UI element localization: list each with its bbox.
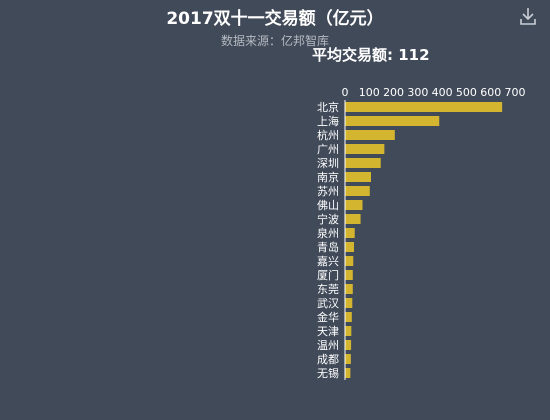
- chart-subtitle: 数据来源：亿邦智库: [220, 34, 329, 48]
- category-label: 金华: [317, 310, 339, 324]
- download-icon[interactable]: [518, 6, 538, 26]
- category-label: 无锡: [317, 366, 339, 380]
- chart-title: 2017双十一交易额（亿元）: [166, 9, 384, 29]
- category-label: 深圳: [317, 157, 339, 170]
- x-tick-label: 0: [342, 86, 349, 99]
- x-tick-label: 200: [383, 86, 404, 99]
- bar[interactable]: [345, 102, 503, 112]
- bar[interactable]: [345, 172, 372, 182]
- category-label: 武汉: [317, 297, 339, 310]
- category-label: 成都: [317, 353, 339, 366]
- bar[interactable]: [345, 228, 355, 238]
- bar[interactable]: [345, 354, 351, 364]
- x-tick-label: 600: [480, 86, 501, 99]
- category-label: 北京: [317, 100, 339, 114]
- bar[interactable]: [345, 270, 353, 280]
- category-label: 天津: [317, 325, 339, 338]
- x-tick-label: 500: [456, 86, 477, 99]
- category-label: 温州: [317, 339, 339, 352]
- x-tick-label: 300: [407, 86, 428, 99]
- category-label: 南京: [317, 170, 339, 184]
- bar[interactable]: [345, 326, 352, 336]
- category-label: 厦门: [317, 268, 339, 282]
- bar[interactable]: [345, 368, 351, 378]
- bar[interactable]: [345, 158, 381, 168]
- bar[interactable]: [345, 186, 370, 196]
- bar[interactable]: [345, 130, 395, 140]
- category-label: 青岛: [317, 240, 339, 254]
- category-label: 佛山: [317, 199, 339, 212]
- x-tick-label: 400: [432, 86, 453, 99]
- category-label: 苏州: [317, 185, 339, 198]
- bar[interactable]: [345, 200, 363, 210]
- x-tick-label: 100: [359, 86, 380, 99]
- category-label: 广州: [317, 143, 339, 156]
- bar[interactable]: [345, 214, 361, 224]
- bar[interactable]: [345, 256, 354, 266]
- bar[interactable]: [345, 116, 440, 126]
- category-label: 嘉兴: [317, 254, 339, 268]
- bar[interactable]: [345, 242, 355, 252]
- x-tick-label: 700: [505, 86, 526, 99]
- bar[interactable]: [345, 312, 352, 322]
- bar[interactable]: [345, 298, 353, 308]
- average-annotation: 平均交易额: 112: [312, 46, 430, 64]
- bar[interactable]: [345, 340, 352, 350]
- category-label: 上海: [317, 114, 339, 128]
- category-label: 杭州: [317, 128, 339, 142]
- category-label: 宁波: [317, 212, 339, 226]
- bar[interactable]: [345, 144, 385, 154]
- category-label: 东莞: [317, 283, 339, 296]
- category-label: 泉州: [317, 226, 339, 240]
- bar[interactable]: [345, 284, 353, 294]
